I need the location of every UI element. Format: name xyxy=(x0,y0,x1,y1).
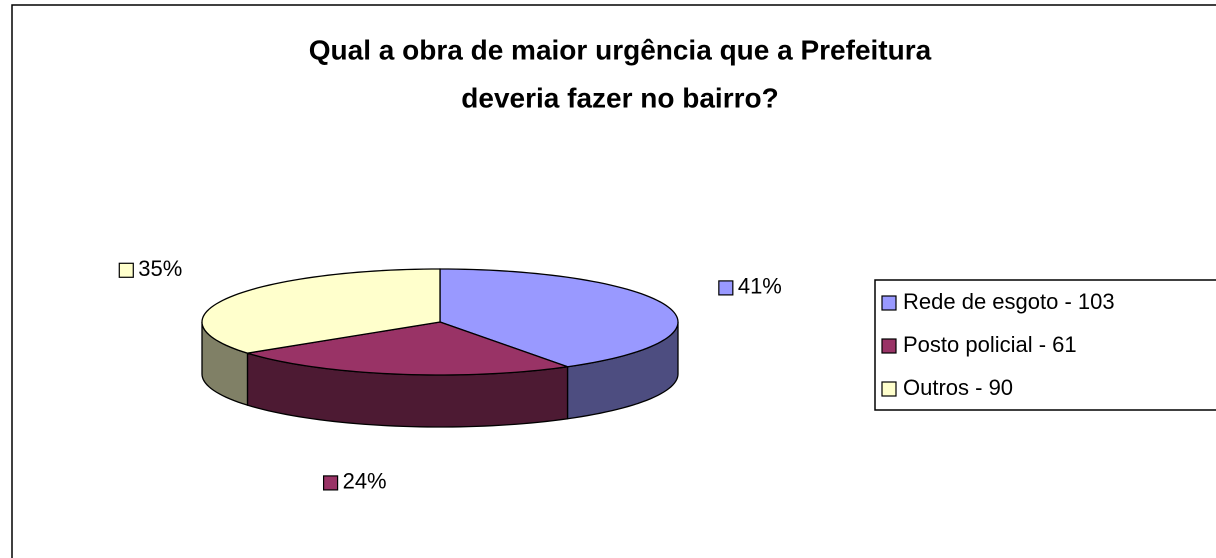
label-swatch xyxy=(718,280,734,296)
legend-label: Posto policial - 61 xyxy=(903,332,1077,357)
legend-label: Rede de esgoto - 103 xyxy=(903,289,1115,314)
data-label: 35% xyxy=(138,256,182,281)
data-label: 24% xyxy=(343,469,387,494)
legend-swatch xyxy=(881,381,897,397)
label-swatch xyxy=(118,262,134,278)
legend-swatch xyxy=(881,338,897,354)
data-label: 41% xyxy=(738,274,782,299)
pie-slice xyxy=(247,321,568,376)
chart-title: Qual a obra de maior urgência que a Pref… xyxy=(309,34,932,65)
pie-slice xyxy=(201,268,441,354)
label-swatch xyxy=(322,475,339,491)
legend-label: Outros - 90 xyxy=(903,375,1013,400)
chart-title: deveria fazer no bairro? xyxy=(461,82,778,113)
legend-swatch xyxy=(881,295,897,311)
legend-box xyxy=(874,279,1216,411)
